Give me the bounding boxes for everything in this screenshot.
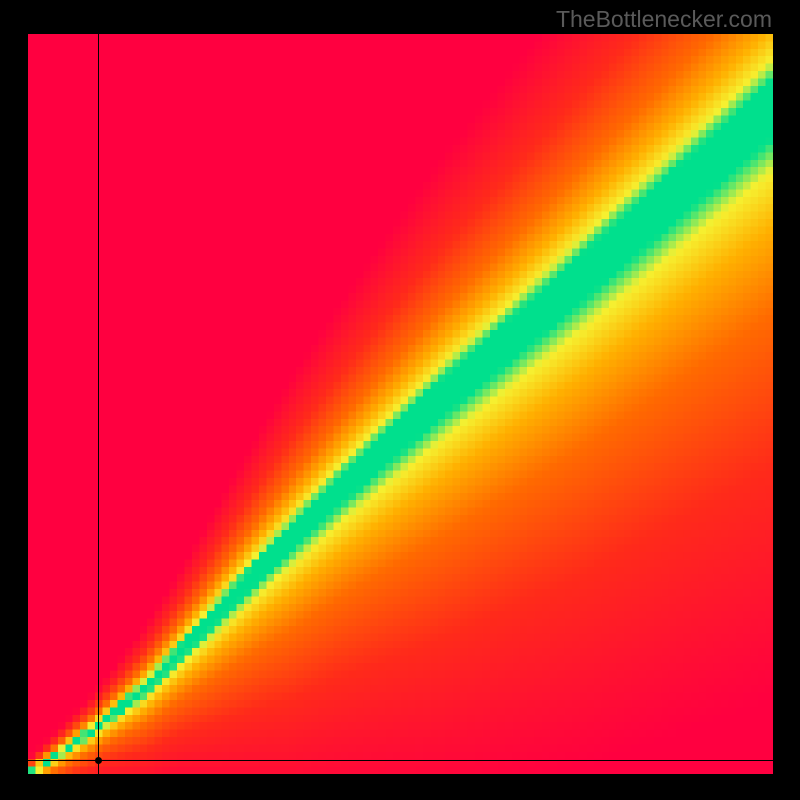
crosshair-vertical: [98, 34, 99, 774]
crosshair-horizontal: [28, 760, 773, 761]
watermark-text: TheBottlenecker.com: [556, 6, 772, 33]
bottleneck-heatmap: [28, 34, 773, 774]
figure-container: TheBottlenecker.com: [0, 0, 800, 800]
